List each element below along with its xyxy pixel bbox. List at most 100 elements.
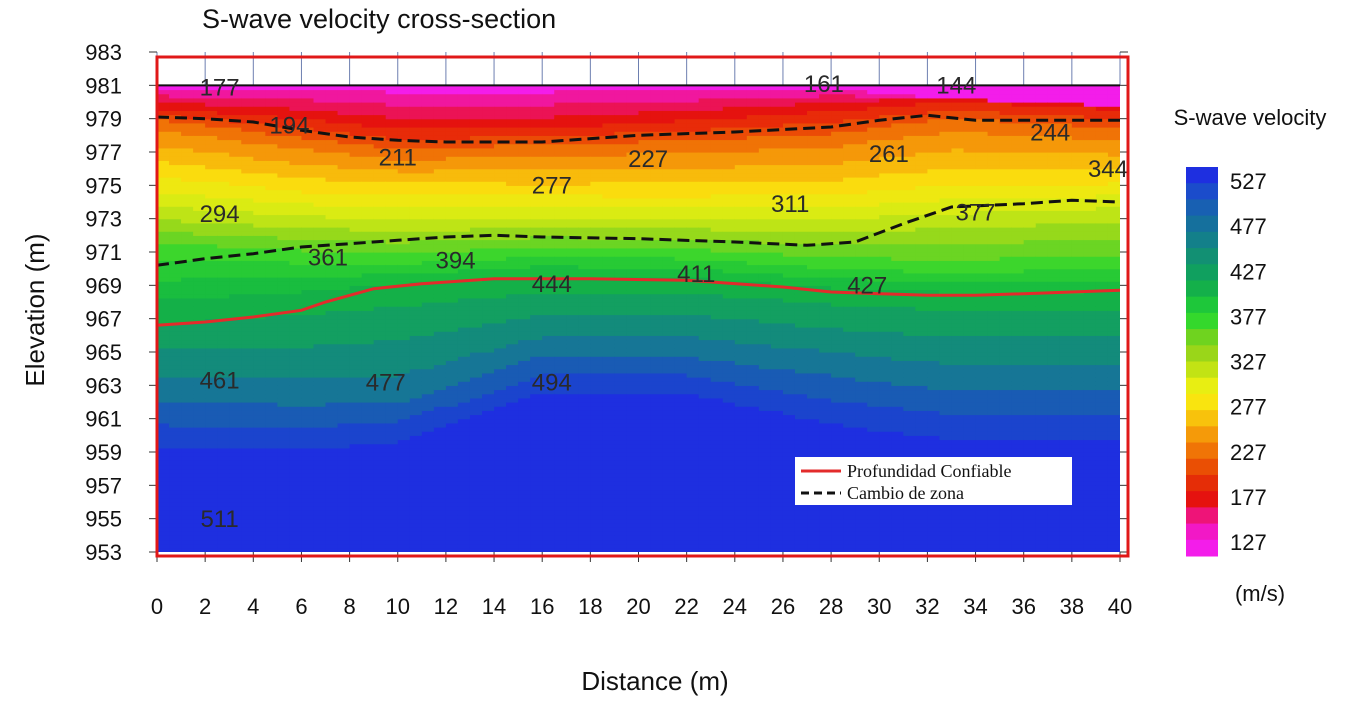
- velocity-cell: [361, 497, 375, 503]
- velocity-cell: [662, 427, 676, 432]
- velocity-cell: [457, 85, 471, 91]
- velocity-cell: [457, 177, 471, 182]
- velocity-cell: [650, 343, 664, 349]
- velocity-cell: [469, 297, 483, 303]
- velocity-cell: [193, 422, 206, 428]
- velocity-cell: [445, 481, 459, 486]
- velocity-cell: [361, 477, 375, 482]
- velocity-cell: [313, 318, 327, 324]
- velocity-cell: [373, 364, 387, 370]
- velocity-cell: [241, 172, 254, 178]
- velocity-cell: [349, 143, 363, 149]
- velocity-cell: [157, 156, 170, 161]
- velocity-cell: [289, 131, 303, 136]
- velocity-cell: [385, 531, 399, 536]
- velocity-cell: [566, 335, 579, 341]
- velocity-cell: [650, 218, 664, 224]
- velocity-cell: [253, 281, 266, 286]
- velocity-cell: [662, 397, 676, 403]
- velocity-cell: [445, 364, 459, 370]
- velocity-cell: [590, 218, 603, 224]
- velocity-cell: [494, 368, 507, 374]
- velocity-cell: [650, 402, 664, 407]
- velocity-cell: [469, 168, 483, 174]
- velocity-cell: [265, 185, 278, 191]
- velocity-cell: [169, 414, 182, 420]
- velocity-cell: [157, 314, 170, 320]
- velocity-cell: [205, 285, 218, 291]
- velocity-cell: [325, 318, 339, 324]
- velocity-cell: [506, 402, 519, 407]
- velocity-cell: [337, 235, 351, 241]
- velocity-cell: [169, 456, 182, 461]
- velocity-cell: [518, 306, 531, 311]
- velocity-cell: [590, 89, 603, 95]
- velocity-cell: [433, 189, 447, 195]
- velocity-cell: [686, 389, 700, 395]
- velocity-cell: [265, 235, 278, 241]
- velocity-cell: [590, 314, 603, 320]
- velocity-cell: [674, 331, 688, 336]
- velocity-cell: [325, 231, 339, 236]
- velocity-cell: [349, 364, 363, 370]
- velocity-cell: [433, 418, 447, 424]
- velocity-cell: [626, 189, 640, 195]
- velocity-cell: [445, 464, 459, 470]
- velocity-cell: [277, 243, 291, 249]
- velocity-cell: [217, 481, 230, 486]
- velocity-cell: [205, 97, 218, 103]
- velocity-cell: [506, 243, 519, 249]
- velocity-cell: [566, 322, 579, 328]
- velocity-cell: [229, 339, 242, 345]
- velocity-cell: [277, 427, 291, 432]
- velocity-cell: [373, 127, 387, 132]
- velocity-cell: [361, 260, 375, 266]
- velocity-cell: [325, 243, 339, 249]
- velocity-cell: [265, 343, 278, 349]
- velocity-cell: [277, 547, 291, 552]
- velocity-cell: [530, 122, 543, 128]
- velocity-cell: [662, 118, 676, 124]
- velocity-cell: [421, 377, 435, 382]
- velocity-cell: [253, 264, 266, 270]
- velocity-cell: [325, 264, 339, 270]
- velocity-cell: [289, 110, 303, 116]
- velocity-cell: [385, 435, 399, 441]
- velocity-cell: [662, 297, 676, 303]
- velocity-cell: [638, 489, 652, 495]
- velocity-cell: [193, 222, 206, 228]
- velocity-cell: [482, 447, 495, 453]
- velocity-cell: [482, 414, 495, 420]
- velocity-cell: [445, 368, 459, 374]
- velocity-cell: [518, 360, 531, 366]
- velocity-cell: [590, 452, 603, 457]
- velocity-cell: [313, 335, 327, 341]
- velocity-cell: [542, 156, 555, 161]
- velocity-cell: [253, 310, 266, 316]
- velocity-cell: [337, 393, 351, 399]
- velocity-cell: [421, 302, 435, 307]
- velocity-cell: [397, 131, 411, 136]
- velocity-cell: [554, 422, 567, 428]
- velocity-cell: [554, 368, 567, 374]
- velocity-cell: [157, 97, 170, 103]
- velocity-cell: [337, 164, 351, 170]
- velocity-cell: [445, 93, 459, 99]
- velocity-cell: [578, 314, 591, 320]
- velocity-cell: [494, 210, 507, 216]
- velocity-cell: [457, 339, 471, 345]
- velocity-cell: [217, 381, 230, 386]
- velocity-cell: [674, 181, 688, 186]
- velocity-cell: [457, 172, 471, 178]
- velocity-cell: [253, 447, 266, 453]
- velocity-cell: [421, 293, 435, 299]
- velocity-cell: [554, 202, 567, 207]
- velocity-cell: [674, 235, 688, 241]
- velocity-cell: [253, 347, 266, 353]
- velocity-cell: [626, 393, 640, 399]
- velocity-cell: [578, 260, 591, 266]
- velocity-cell: [506, 281, 519, 286]
- velocity-cell: [530, 372, 543, 378]
- velocity-cell: [602, 143, 616, 149]
- velocity-cell: [253, 468, 266, 474]
